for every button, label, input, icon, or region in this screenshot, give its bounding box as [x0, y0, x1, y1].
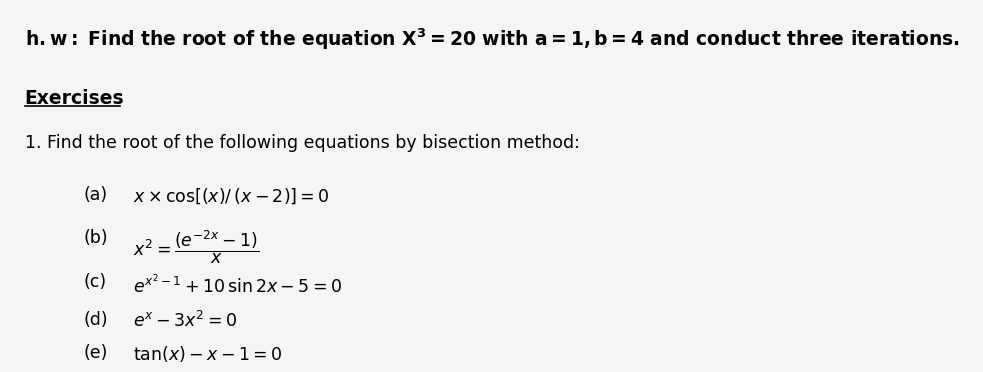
Text: $e^{x^2-1} + 10\,\mathrm{sin}\,2x - 5 = 0$: $e^{x^2-1} + 10\,\mathrm{sin}\,2x - 5 = … [133, 273, 342, 297]
Text: $\mathrm{tan}(x) - x - 1 = 0$: $\mathrm{tan}(x) - x - 1 = 0$ [133, 344, 282, 364]
Text: 1. Find the root of the following equations by bisection method:: 1. Find the root of the following equati… [25, 134, 579, 152]
Text: $\mathbf{h.w:}$ Find the root of the equation $\mathbf{X^3 = 20}$ with $\mathbf{: $\mathbf{h.w:}$ Find the root of the equ… [25, 26, 959, 52]
Text: (d): (d) [84, 311, 108, 328]
Text: (a): (a) [84, 186, 108, 204]
Text: (c): (c) [84, 273, 107, 291]
Text: (e): (e) [84, 344, 108, 362]
Text: $x^2 = \dfrac{(e^{-2x}-1)}{x}$: $x^2 = \dfrac{(e^{-2x}-1)}{x}$ [133, 229, 259, 266]
Text: $x \times \mathrm{cos}[(x)/\,(x - 2)] = 0$: $x \times \mathrm{cos}[(x)/\,(x - 2)] = … [133, 186, 329, 206]
Text: Exercises: Exercises [25, 89, 124, 108]
Text: (b): (b) [84, 229, 108, 247]
Text: $e^x - 3x^2 = 0$: $e^x - 3x^2 = 0$ [133, 311, 237, 331]
